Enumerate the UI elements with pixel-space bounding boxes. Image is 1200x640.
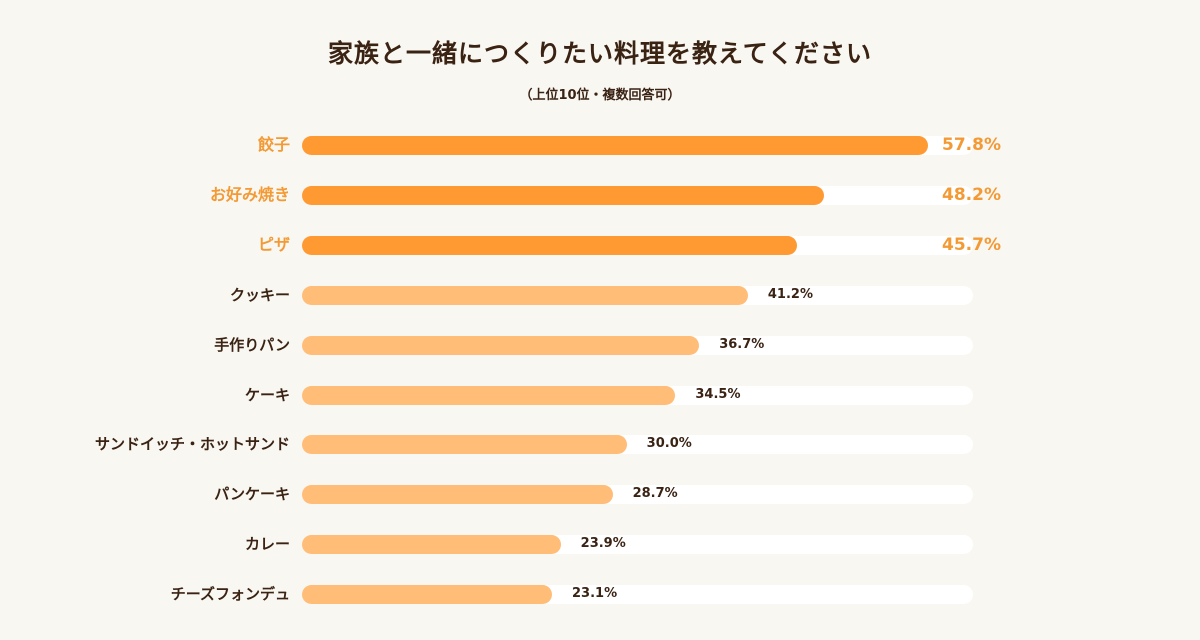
value-label: 30.0% (646, 436, 692, 452)
category-label: お好み焼き (209, 184, 290, 204)
bar (302, 335, 700, 355)
bar (302, 535, 561, 555)
value-label: 23.9% (580, 536, 626, 552)
bar-row: ケーキ 34.5% (0, 384, 1200, 406)
value-label: 48.2% (942, 184, 1001, 205)
category-label: 餃子 (257, 135, 290, 154)
value-label: 41.2% (767, 286, 813, 302)
bar (302, 136, 928, 155)
bar-row: クッキー 41.2% (0, 284, 1200, 306)
chart-title: 家族と一緒につくりたい料理を教えてください (327, 39, 872, 68)
category-label: チーズフォンデュ (170, 585, 290, 604)
value-label: 45.7% (942, 234, 1001, 255)
bar-row: 餃子 57.8% (0, 134, 1200, 156)
bar-row: 手作りパン 36.7% (0, 334, 1200, 356)
category-label: カレー (244, 535, 290, 554)
category-label: クッキー (229, 285, 290, 304)
category-label: サンドイッチ・ホットサンド (94, 435, 290, 454)
chart-subtitle: （上位10位・複数回答可） (519, 88, 681, 103)
value-label: 57.8% (942, 135, 1001, 155)
bar-row: サンドイッチ・ホットサンド 30.0% (0, 433, 1200, 455)
value-label: 34.5% (695, 386, 741, 402)
category-label: ピザ (257, 234, 290, 254)
bar (302, 235, 797, 255)
bar-row: カレー 23.9% (0, 533, 1200, 555)
value-label: 23.1% (572, 586, 618, 602)
category-label: 手作りパン (214, 335, 290, 354)
bar-row: お好み焼き 48.2% (0, 184, 1200, 206)
bar (302, 385, 676, 405)
value-label: 28.7% (632, 486, 678, 502)
value-label: 36.7% (719, 336, 765, 352)
bar (302, 585, 552, 605)
bar (302, 285, 748, 305)
category-label: パンケーキ (214, 485, 290, 504)
bar-row: チーズフォンデュ 23.1% (0, 583, 1200, 605)
bar (302, 485, 613, 505)
bar-row: ピザ 45.7% (0, 234, 1200, 256)
bar-row: パンケーキ 28.7% (0, 483, 1200, 505)
bar (302, 185, 824, 205)
category-label: ケーキ (244, 385, 290, 404)
bar (302, 435, 627, 455)
